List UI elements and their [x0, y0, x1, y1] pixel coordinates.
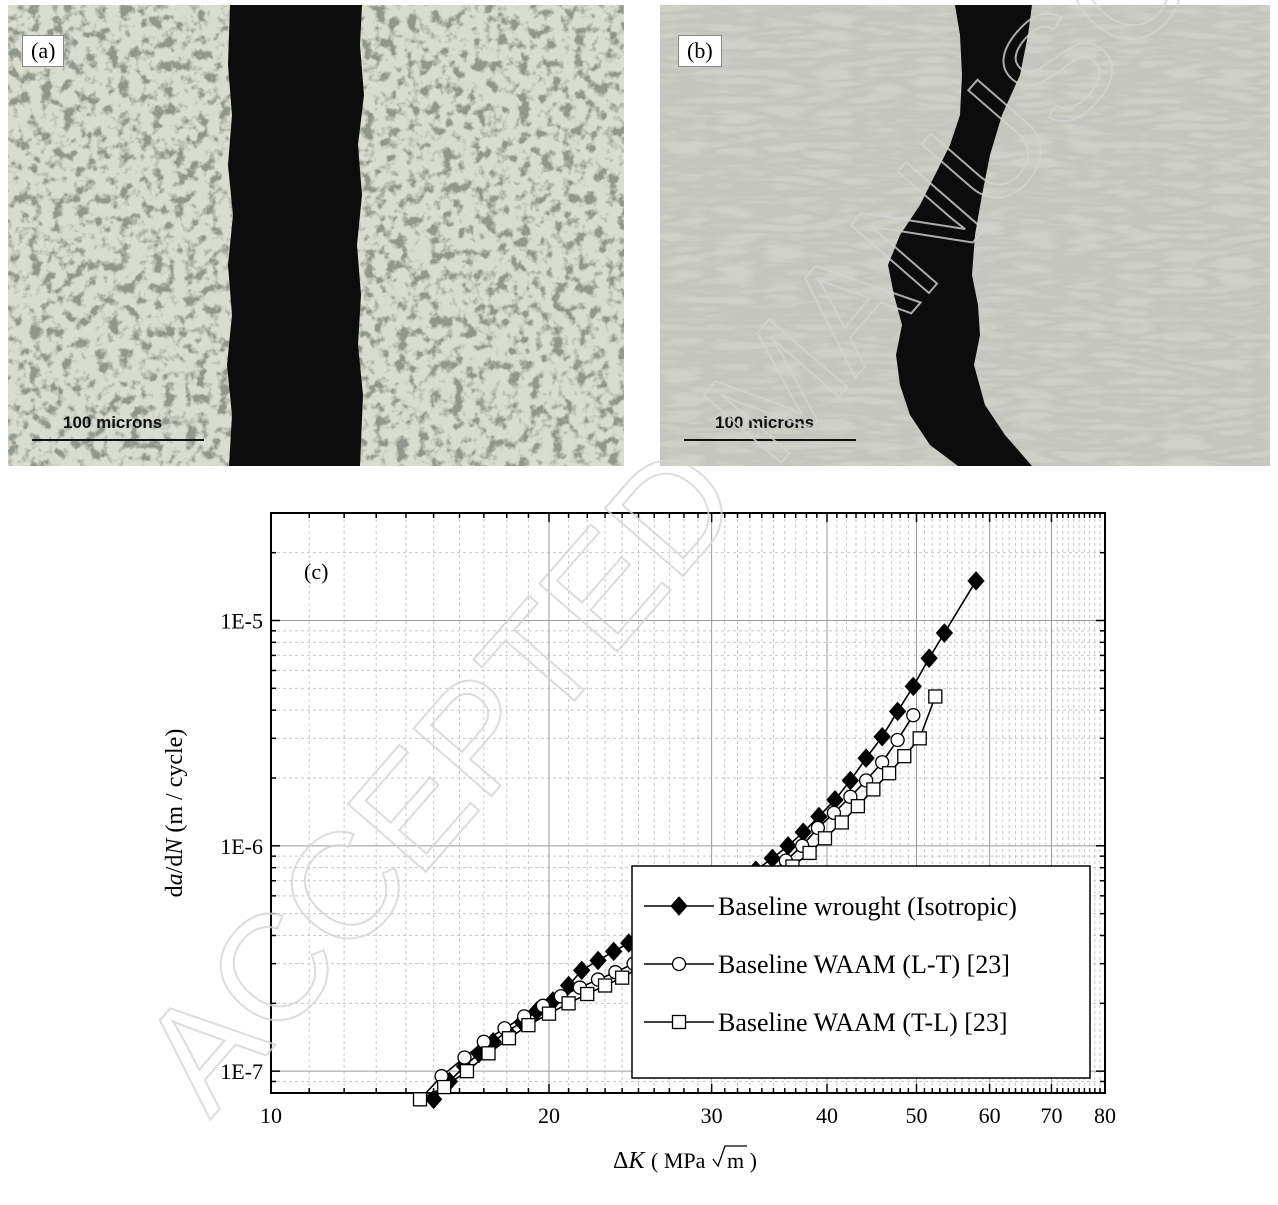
chart-svg: 10 20 30 40 50 60 70 80 1E-7 1E-6 1E-5 (c) ΔK( MPa m …: [162, 512, 1116, 1174]
data-point: [614, 970, 630, 985]
legend-label: Baseline wrought (Isotropic): [718, 892, 1017, 921]
data-point: [890, 732, 905, 748]
sqrt-symbol: [712, 1145, 747, 1168]
y-tick-label: 1E-6: [220, 834, 263, 859]
scale-bar-b: [684, 439, 856, 441]
data-point: [589, 950, 607, 971]
x-tick-label: 70: [1040, 1103, 1062, 1128]
legend-item: Baseline WAAM (T-L) [23]: [644, 1008, 1008, 1037]
data-point: [967, 571, 985, 591]
data-point: [906, 708, 921, 723]
y-tick-label: 1E-7: [220, 1059, 263, 1084]
legend-box: [631, 865, 1091, 1079]
data-point: [888, 701, 907, 722]
axis-ticks: [270, 513, 1106, 1094]
x-axis-label-unit: ( MPa: [651, 1148, 706, 1173]
data-point: [802, 845, 817, 861]
scale-label-a: 100 microns: [63, 413, 163, 432]
scale-bar-a: [32, 439, 204, 441]
data-point: [561, 996, 576, 1011]
data-point: [580, 986, 595, 1002]
x-axis-label-symbol: ΔK: [613, 1148, 646, 1174]
data-point: [912, 731, 927, 746]
x-tick-label: 60: [979, 1103, 1001, 1128]
x-tick-label: 10: [260, 1103, 282, 1128]
x-tick-label: 30: [701, 1103, 723, 1128]
micrograph-a-image: [8, 5, 624, 466]
data-point: [605, 941, 623, 962]
data-point: [881, 766, 897, 781]
data-point: [897, 749, 912, 764]
data-point: [857, 748, 875, 768]
data-point: [670, 896, 688, 916]
x-tick-label: 50: [905, 1103, 927, 1128]
data-point: [559, 975, 578, 996]
data-point: [834, 815, 849, 830]
data-point: [841, 770, 860, 791]
data-point: [501, 1031, 517, 1046]
data-point: [873, 726, 891, 747]
data-point: [935, 623, 954, 643]
x-tick-label: 40: [816, 1103, 838, 1128]
minor-grid: [271, 513, 1105, 1094]
crack-growth-chart: 10 20 30 40 50 60 70 80 1E-7 1E-6 1E-5 (c) ΔK( MPa m …: [150, 496, 1278, 1205]
data-point: [521, 1018, 536, 1033]
x-tick-label: 20: [538, 1103, 560, 1128]
data-point: [920, 648, 938, 669]
data-point: [412, 1092, 428, 1107]
legend-label: Baseline WAAM (T-L) [23]: [718, 1008, 1008, 1037]
data-point: [850, 799, 866, 814]
legend-item: Baseline wrought (Isotropic): [644, 892, 1017, 921]
data-point: [817, 831, 833, 846]
micrograph-b-image: [660, 5, 1270, 466]
legend: Baseline wrought (Isotropic) Baseline WAA…: [631, 865, 1091, 1079]
legend-item: Baseline WAAM (L-T) [23]: [644, 950, 1010, 979]
data-point: [904, 676, 922, 697]
x-axis-label: ΔK( MPa m ): [613, 1145, 757, 1174]
x-axis-label-sqrt-term: m ): [727, 1148, 757, 1173]
panel-label-a: (a): [22, 35, 65, 67]
y-tick-label: 1E-5: [220, 609, 263, 634]
panel-label-b: (b): [678, 35, 722, 67]
data-point: [459, 1064, 475, 1079]
panel-label-c: (c): [304, 559, 328, 584]
data-point: [671, 956, 687, 972]
data-point: [763, 848, 781, 869]
data-point: [481, 1046, 496, 1061]
y-axis-label: da/dN (m / cycle): [162, 729, 188, 898]
scale-label-b: 100 microns: [715, 413, 815, 432]
micrograph-b: (b) 100 microns: [660, 5, 1270, 466]
data-point: [866, 782, 881, 797]
x-tick-label: 80: [1094, 1103, 1116, 1128]
legend-label: Baseline WAAM (L-T) [23]: [718, 950, 1010, 979]
data-point: [671, 1014, 687, 1030]
plot-frame: [270, 512, 1106, 1094]
data-point: [928, 689, 943, 704]
micrograph-a: (a) 100 microns: [8, 5, 624, 466]
data-point: [457, 1050, 472, 1065]
data-point: [597, 978, 613, 993]
data-point: [541, 1006, 557, 1021]
data-point: [779, 836, 797, 856]
data-point: [437, 1079, 452, 1095]
data-point: [573, 960, 591, 981]
